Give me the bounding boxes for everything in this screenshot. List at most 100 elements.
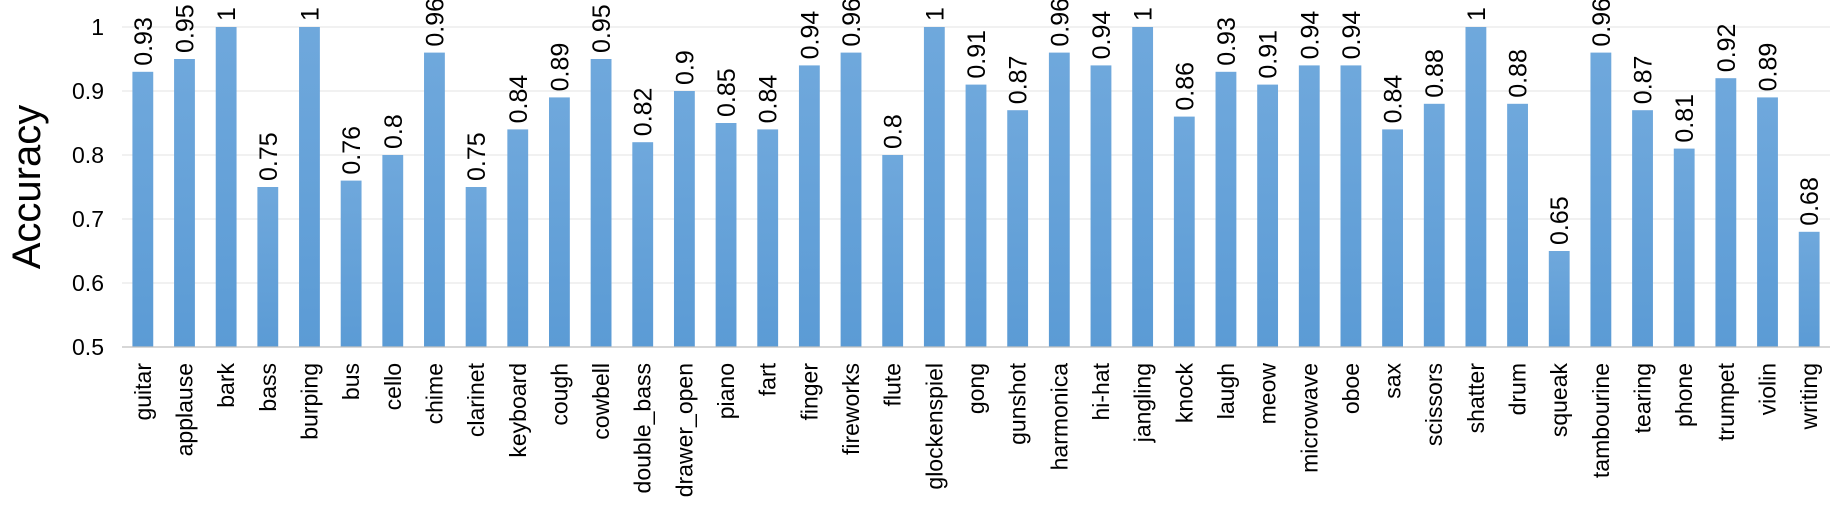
y-tick-label: 0.6 bbox=[72, 270, 104, 296]
data-label: 0.93 bbox=[1213, 17, 1241, 66]
bar-clarinet bbox=[465, 187, 487, 347]
data-label: 0.96 bbox=[1588, 0, 1616, 47]
bar-fart bbox=[757, 129, 779, 347]
x-tick-label: drum bbox=[1505, 363, 1531, 415]
x-tick-label: finger bbox=[796, 363, 822, 421]
x-tick-label: cough bbox=[546, 363, 572, 426]
x-tick-label: jangling bbox=[1130, 363, 1156, 443]
x-tick-label: bass bbox=[255, 363, 281, 412]
x-tick-label: cello bbox=[380, 363, 406, 410]
y-axis-title: Accuracy bbox=[5, 105, 49, 270]
data-label: 0.89 bbox=[546, 43, 574, 92]
x-tick-label: shatter bbox=[1463, 363, 1489, 434]
bar-violin bbox=[1757, 97, 1778, 348]
x-tick-label: fart bbox=[755, 362, 781, 396]
x-tick-label: writing bbox=[1796, 363, 1822, 430]
bar-guitar bbox=[132, 71, 154, 348]
data-label: 0.81 bbox=[1671, 94, 1699, 143]
data-label: 0.85 bbox=[713, 68, 741, 117]
data-label: 0.65 bbox=[1546, 196, 1574, 245]
bar-bus bbox=[340, 180, 362, 347]
bar-cowbell bbox=[590, 59, 612, 347]
bar-cello bbox=[382, 155, 404, 347]
x-tick-label: applause bbox=[171, 363, 197, 456]
data-label: 1 bbox=[921, 7, 949, 21]
bar-flute bbox=[882, 155, 904, 347]
x-tick-label: scissors bbox=[1421, 363, 1447, 446]
x-tick-label: guitar bbox=[130, 363, 156, 421]
x-tick-label: knock bbox=[1171, 363, 1197, 424]
bar-drawer_open bbox=[673, 91, 695, 347]
data-label: 1 bbox=[213, 7, 241, 21]
x-tick-label: violin bbox=[1755, 363, 1781, 415]
bar-shatter bbox=[1465, 27, 1487, 347]
y-tick-label: 0.8 bbox=[72, 142, 104, 168]
bar-squeak bbox=[1548, 251, 1570, 347]
x-tick-label: drawer_open bbox=[671, 363, 697, 497]
bar-laugh bbox=[1215, 71, 1237, 348]
x-tick-label: cowbell bbox=[588, 363, 614, 440]
x-tick-label: gunshot bbox=[1005, 362, 1031, 444]
data-label: 0.87 bbox=[1005, 56, 1033, 105]
bar-drum bbox=[1507, 103, 1528, 347]
bar-keyboard bbox=[507, 129, 529, 347]
data-label: 0.91 bbox=[1255, 30, 1283, 79]
x-tick-label: squeak bbox=[1546, 363, 1572, 438]
x-tick-label: bus bbox=[338, 363, 364, 400]
bar-burping bbox=[299, 27, 320, 347]
data-label: 0.88 bbox=[1505, 49, 1533, 98]
x-tick-label: gong bbox=[963, 363, 989, 414]
bar-scissors bbox=[1423, 103, 1445, 347]
bar-phone bbox=[1673, 148, 1695, 347]
x-tick-label: flute bbox=[880, 363, 906, 406]
data-label: 0.75 bbox=[463, 132, 491, 181]
data-label: 0.96 bbox=[421, 0, 449, 47]
x-tick-label: clarinet bbox=[463, 362, 489, 437]
data-label: 0.96 bbox=[1046, 0, 1074, 47]
x-tick-label: keyboard bbox=[505, 363, 531, 458]
bar-trumpet bbox=[1715, 78, 1737, 347]
y-tick-label: 0.7 bbox=[72, 206, 104, 232]
x-tick-label: tambourine bbox=[1588, 363, 1614, 478]
data-label: 0.96 bbox=[838, 0, 866, 47]
x-tick-label: piano bbox=[713, 363, 739, 419]
bar-knock bbox=[1173, 116, 1195, 347]
data-label: 0.94 bbox=[1296, 11, 1324, 60]
bar-bark bbox=[215, 27, 237, 347]
data-label: 0.94 bbox=[1088, 11, 1116, 60]
bar-piano bbox=[715, 123, 737, 347]
x-tick-label: phone bbox=[1671, 363, 1697, 427]
bar-fireworks bbox=[840, 52, 862, 347]
bar-oboe bbox=[1340, 65, 1362, 348]
x-tick-label: tearing bbox=[1630, 363, 1656, 433]
bar-glockenspiel bbox=[923, 27, 945, 347]
bar-gunshot bbox=[1007, 110, 1029, 347]
y-tick-label: 0.9 bbox=[72, 78, 104, 104]
data-label: 0.89 bbox=[1755, 43, 1783, 92]
data-label: 1 bbox=[296, 7, 324, 21]
x-tick-label: chime bbox=[421, 363, 447, 424]
data-label: 0.94 bbox=[796, 11, 824, 60]
bar-sax bbox=[1382, 129, 1403, 347]
bar-finger bbox=[798, 65, 820, 348]
data-label: 0.95 bbox=[171, 4, 199, 53]
bar-gong bbox=[965, 84, 987, 347]
x-tick-label: sax bbox=[1380, 363, 1406, 399]
bar-tambourine bbox=[1590, 52, 1612, 347]
x-tick-label: hi-hat bbox=[1088, 362, 1114, 420]
bar-jangling bbox=[1132, 27, 1154, 347]
bar-microwave bbox=[1298, 65, 1320, 348]
bars bbox=[132, 27, 1820, 348]
y-tick-label: 0.5 bbox=[72, 334, 104, 360]
x-tick-label: fireworks bbox=[838, 363, 864, 455]
data-label: 0.88 bbox=[1421, 49, 1449, 98]
data-label: 0.92 bbox=[1713, 24, 1741, 73]
data-label: 0.91 bbox=[963, 30, 991, 79]
x-tick-label: glockenspiel bbox=[921, 363, 947, 490]
data-label: 0.87 bbox=[1630, 56, 1658, 105]
x-tick-label: burping bbox=[296, 363, 322, 440]
x-tick-label: bark bbox=[213, 363, 239, 408]
data-label: 0.94 bbox=[1338, 11, 1366, 60]
x-tick-label: oboe bbox=[1338, 363, 1364, 414]
x-tick-label: meow bbox=[1255, 363, 1281, 425]
